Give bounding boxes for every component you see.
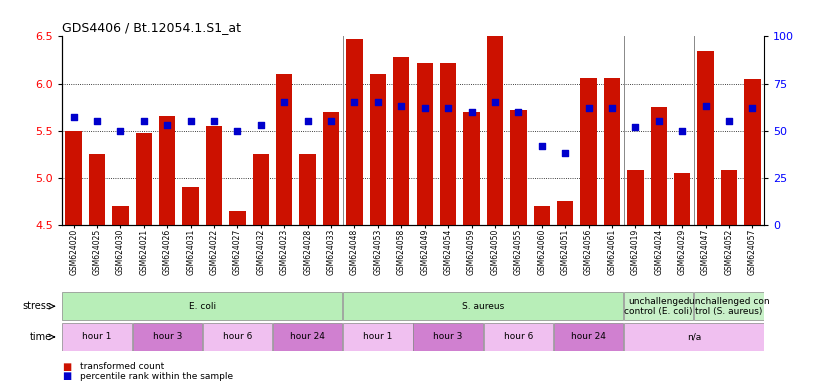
Bar [554, 323, 623, 351]
Point [676, 127, 689, 134]
Text: GDS4406 / Bt.12054.1.S1_at: GDS4406 / Bt.12054.1.S1_at [62, 21, 241, 34]
Point [254, 122, 268, 128]
Bar [744, 79, 761, 225]
Point [418, 105, 431, 111]
Text: E. coli: E. coli [189, 302, 216, 311]
Point [582, 105, 595, 111]
Point [348, 99, 361, 106]
Bar [206, 126, 222, 225]
Point [325, 118, 338, 124]
Text: ■: ■ [62, 362, 71, 372]
Bar [510, 110, 526, 225]
Bar [484, 323, 553, 351]
Bar [323, 112, 339, 225]
Text: hour 6: hour 6 [223, 333, 252, 341]
Bar [273, 323, 342, 351]
Text: hour 1: hour 1 [363, 333, 392, 341]
Bar [393, 57, 410, 225]
Point [90, 118, 104, 124]
Bar [344, 293, 623, 320]
Bar [276, 74, 292, 225]
Text: S. aureus: S. aureus [462, 302, 505, 311]
Bar [416, 63, 433, 225]
Point [372, 99, 385, 106]
Text: hour 6: hour 6 [504, 333, 533, 341]
Text: hour 24: hour 24 [571, 333, 606, 341]
Point [114, 127, 127, 134]
Point [301, 118, 314, 124]
Point [652, 118, 665, 124]
Text: transformed count: transformed count [80, 362, 164, 371]
Bar [414, 323, 482, 351]
Point [278, 99, 291, 106]
Bar [253, 154, 269, 225]
Text: time: time [29, 332, 51, 342]
Point [488, 99, 501, 106]
Bar [63, 323, 131, 351]
Bar [346, 39, 363, 225]
Point [441, 105, 454, 111]
Bar [487, 36, 503, 225]
Bar [695, 293, 763, 320]
Bar [624, 323, 763, 351]
Bar [183, 187, 199, 225]
Bar [557, 201, 573, 225]
Bar [344, 323, 412, 351]
Text: hour 24: hour 24 [290, 333, 325, 341]
Bar [203, 323, 272, 351]
Bar [133, 323, 202, 351]
Bar [604, 78, 620, 225]
Bar [674, 173, 691, 225]
Point [699, 103, 712, 109]
Bar [624, 293, 693, 320]
Point [722, 118, 735, 124]
Text: unchallenged con
trol (S. aureus): unchallenged con trol (S. aureus) [689, 296, 769, 316]
Point [230, 127, 244, 134]
Bar [534, 206, 550, 225]
Point [395, 103, 408, 109]
Bar [370, 74, 386, 225]
Text: stress: stress [22, 301, 51, 311]
Point [465, 109, 478, 115]
Point [535, 142, 548, 149]
Bar [300, 154, 316, 225]
Text: hour 1: hour 1 [83, 333, 112, 341]
Point [746, 105, 759, 111]
Text: hour 3: hour 3 [434, 333, 463, 341]
Bar [581, 78, 596, 225]
Bar [159, 116, 175, 225]
Bar [112, 206, 129, 225]
Point [629, 124, 642, 130]
Text: percentile rank within the sample: percentile rank within the sample [80, 372, 233, 381]
Bar [440, 63, 456, 225]
Point [605, 105, 619, 111]
Bar [651, 107, 667, 225]
Point [160, 122, 173, 128]
Bar [230, 210, 245, 225]
Point [511, 109, 525, 115]
Bar [697, 51, 714, 225]
Bar [721, 170, 737, 225]
Point [207, 118, 221, 124]
Text: unchallenged
control (E. coli): unchallenged control (E. coli) [624, 296, 693, 316]
Bar [463, 112, 480, 225]
Text: ■: ■ [62, 371, 71, 381]
Text: n/a: n/a [686, 333, 701, 341]
Point [67, 114, 80, 121]
Bar [65, 131, 82, 225]
Bar [63, 293, 342, 320]
Bar [627, 170, 643, 225]
Bar [135, 133, 152, 225]
Bar [89, 154, 105, 225]
Text: hour 3: hour 3 [153, 333, 182, 341]
Point [558, 150, 572, 156]
Point [184, 118, 197, 124]
Point [137, 118, 150, 124]
